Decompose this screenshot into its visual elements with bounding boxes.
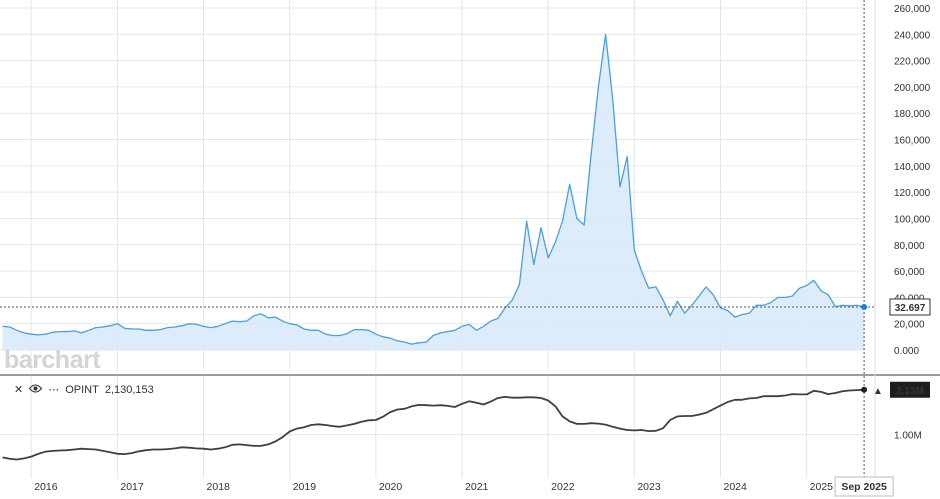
last-price-badge-label: 32.697 [895, 303, 926, 314]
open-interest-last-point [861, 386, 868, 393]
more-icon[interactable]: ⋯ [48, 383, 60, 396]
price-tick-label: 180,000 [894, 109, 931, 120]
time-tick-label: 2023 [637, 481, 661, 493]
study-name: OPINT [65, 384, 99, 396]
price-tick-label: 0.000 [894, 346, 919, 357]
close-icon[interactable]: ✕ [14, 383, 24, 396]
price-tick-label: 140,000 [894, 162, 931, 173]
study-header: ✕ ⋯ OPINT 2,130,153 [14, 381, 154, 399]
price-tick-label: 160,000 [894, 136, 931, 147]
axis-value-badges: 32.697 2.13M [861, 298, 931, 398]
barchart-watermark: barchart [4, 346, 101, 374]
time-tick-label: 2017 [120, 481, 144, 493]
open-interest-series-line [2, 388, 865, 461]
open-interest-grid [0, 376, 866, 478]
price-series-line [2, 33, 865, 345]
open-interest-tick-label: 1.00M [894, 430, 922, 441]
price-tick-label: 220,000 [894, 57, 931, 68]
open-interest-value-badge-label: 2.13M [896, 386, 924, 397]
price-tick-label: 120,000 [894, 188, 931, 199]
price-tick-label: 60,000 [894, 267, 925, 278]
price-last-point [861, 303, 868, 310]
price-tick-label: 80,000 [894, 241, 925, 252]
study-value: 2,130,153 [104, 384, 154, 396]
price-tick-label: 240,000 [894, 30, 931, 41]
last-price-badge [889, 298, 931, 316]
time-tick-label: 2022 [551, 481, 575, 493]
time-tick-label: 2020 [379, 481, 403, 493]
caret-up-icon[interactable]: ▲ [873, 386, 883, 397]
open-interest-axis[interactable]: 1.00M ▲ [873, 386, 922, 441]
price-tick-label: 100,000 [894, 214, 931, 225]
time-tick-label: 2016 [34, 481, 58, 493]
time-tick-label: 2024 [724, 481, 748, 493]
time-tick-label: 2025 [810, 481, 834, 493]
time-tick-label: 2021 [465, 481, 489, 493]
price-tick-label: 260,000 [894, 4, 931, 15]
time-tick-label: 2018 [207, 481, 231, 493]
eye-icon[interactable] [28, 384, 43, 396]
time-axis[interactable]: 2016 2017 2018 2019 2020 2021 2022 2023 2024 2025… [34, 476, 894, 497]
price-area-fill [2, 34, 865, 351]
price-tick-label: 20,000 [894, 320, 925, 331]
cursor-date-label: Sep 2025 [841, 481, 887, 493]
open-interest-value-badge [890, 381, 930, 398]
time-tick-label: 2019 [293, 481, 317, 493]
cursor-date-badge [834, 476, 894, 497]
price-tick-label: 200,000 [894, 83, 931, 94]
